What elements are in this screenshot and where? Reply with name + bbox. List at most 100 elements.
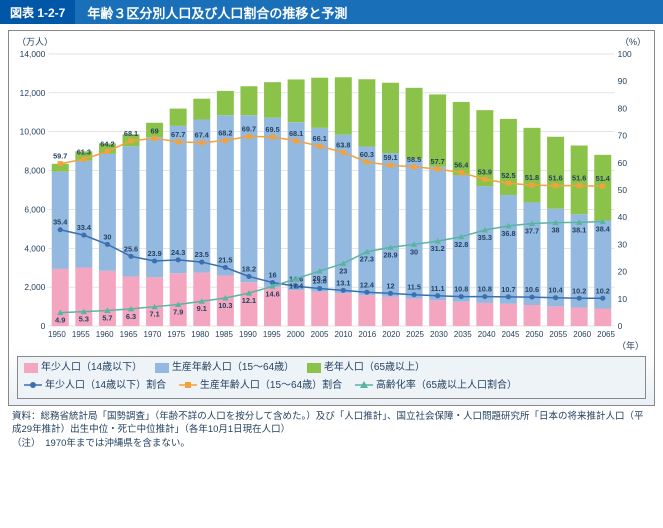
svg-text:4.9: 4.9: [55, 317, 65, 325]
figure-header: 図表 1-2-7 年齢３区分別人口及び人口割合の推移と予測: [0, 0, 663, 24]
svg-text:23.5: 23.5: [195, 251, 209, 259]
svg-text:68.1: 68.1: [124, 130, 138, 138]
svg-text:70: 70: [618, 132, 628, 141]
svg-text:23: 23: [339, 268, 347, 276]
svg-text:23.9: 23.9: [147, 250, 161, 258]
svg-text:63.8: 63.8: [336, 142, 350, 150]
svg-text:10.8: 10.8: [454, 286, 468, 294]
svg-text:37.7: 37.7: [525, 228, 539, 236]
svg-text:4,000: 4,000: [24, 244, 45, 253]
svg-text:30: 30: [618, 241, 628, 250]
svg-text:31.2: 31.2: [431, 245, 445, 253]
svg-text:30: 30: [410, 249, 418, 257]
svg-text:57.7: 57.7: [431, 158, 445, 166]
svg-text:12.1: 12.1: [242, 297, 256, 305]
svg-text:14,000: 14,000: [20, 50, 46, 59]
svg-text:10.2: 10.2: [572, 287, 586, 295]
svg-text:21.5: 21.5: [218, 257, 232, 265]
legend-old-bar: 老年人口（65歳以上）: [307, 360, 425, 375]
left-axis-unit: （万人）: [17, 35, 53, 48]
svg-text:40: 40: [618, 213, 628, 222]
svg-text:58.5: 58.5: [407, 156, 421, 164]
svg-text:38: 38: [552, 227, 560, 235]
svg-text:69.5: 69.5: [265, 126, 279, 134]
legend-young-line: 年少人口（14歳以下）割合: [24, 378, 166, 393]
x-axis-unit: （年）: [17, 339, 644, 352]
svg-text:7.1: 7.1: [150, 311, 160, 319]
svg-text:9.1: 9.1: [197, 305, 207, 313]
svg-text:80: 80: [618, 105, 628, 114]
figure-number: 図表 1-2-7: [0, 0, 75, 24]
svg-text:0: 0: [41, 322, 46, 330]
svg-text:20: 20: [618, 268, 628, 277]
svg-text:6.3: 6.3: [126, 313, 136, 321]
svg-text:60: 60: [618, 159, 628, 168]
svg-text:28.9: 28.9: [383, 252, 397, 260]
svg-text:10.8: 10.8: [478, 286, 492, 294]
svg-text:64.2: 64.2: [100, 141, 114, 149]
svg-text:10.3: 10.3: [218, 302, 232, 310]
svg-text:51.6: 51.6: [548, 175, 562, 183]
svg-text:38.1: 38.1: [572, 227, 586, 235]
svg-text:36.8: 36.8: [501, 230, 515, 238]
svg-text:69.7: 69.7: [242, 126, 256, 134]
svg-text:51.4: 51.4: [596, 175, 610, 183]
plot-area: 02,0004,0006,0008,00010,00012,00014,0000…: [17, 50, 646, 330]
svg-text:35.3: 35.3: [478, 234, 492, 242]
svg-text:67.7: 67.7: [171, 131, 185, 139]
svg-text:59.7: 59.7: [53, 153, 67, 161]
svg-text:51.6: 51.6: [572, 175, 586, 183]
svg-text:35.4: 35.4: [53, 219, 67, 227]
svg-text:27.3: 27.3: [360, 256, 374, 264]
svg-text:50: 50: [618, 186, 628, 195]
svg-text:51.8: 51.8: [525, 174, 539, 182]
legend-aging-line: 高齢化率（65歳以上人口割合）: [355, 378, 517, 393]
svg-text:10,000: 10,000: [20, 128, 46, 137]
svg-text:5.3: 5.3: [79, 316, 89, 324]
caveat-note: （注） 1970年までは沖縄県を含まない。: [12, 437, 651, 450]
svg-text:11.5: 11.5: [407, 284, 421, 292]
svg-text:56.4: 56.4: [454, 162, 468, 170]
svg-text:24.3: 24.3: [171, 249, 185, 257]
svg-text:60.3: 60.3: [360, 151, 374, 159]
svg-text:10: 10: [618, 295, 628, 304]
svg-text:12: 12: [386, 283, 394, 291]
svg-text:69: 69: [151, 127, 159, 135]
svg-text:52.5: 52.5: [501, 172, 515, 180]
svg-text:17.4: 17.4: [289, 283, 303, 291]
legend-young-bar: 年少人口（14歳以下）: [24, 360, 142, 375]
svg-text:68.2: 68.2: [218, 130, 232, 138]
svg-text:12.4: 12.4: [360, 281, 374, 289]
svg-text:14.6: 14.6: [265, 290, 279, 298]
svg-text:66.1: 66.1: [313, 135, 327, 143]
legend-working-line: 生産年齢人口（15～64歳）割合: [179, 378, 342, 393]
svg-text:20.2: 20.2: [313, 275, 327, 283]
legend-working-bar: 生産年齢人口（15～64歳）: [155, 360, 294, 375]
svg-text:53.9: 53.9: [478, 169, 492, 177]
svg-text:25.6: 25.6: [124, 246, 138, 254]
svg-text:0: 0: [618, 322, 623, 330]
svg-text:11.1: 11.1: [431, 285, 445, 293]
source-note: 資料：総務省統計局「国勢調査」（年齢不詳の人口を按分して含めた。）及び「人口推計…: [12, 410, 651, 437]
chart-container: （万人） （%） 02,0004,0006,0008,00010,00012,0…: [8, 30, 655, 406]
svg-text:2,000: 2,000: [24, 283, 45, 292]
footer-notes: 資料：総務省統計局「国勢調査」（年齢不詳の人口を按分して含めた。）及び「人口推計…: [12, 410, 651, 450]
svg-text:38.4: 38.4: [596, 226, 610, 234]
svg-text:59.1: 59.1: [383, 154, 397, 162]
svg-text:10.4: 10.4: [548, 287, 562, 295]
svg-text:10.7: 10.7: [501, 286, 515, 294]
svg-text:32.8: 32.8: [454, 241, 468, 249]
svg-text:68.1: 68.1: [289, 130, 303, 138]
x-axis-labels: 1950195519601965197019751980198519901995…: [45, 330, 618, 339]
svg-text:33.4: 33.4: [77, 224, 91, 232]
svg-text:30: 30: [103, 234, 111, 242]
svg-text:100: 100: [618, 50, 632, 59]
svg-text:90: 90: [618, 77, 628, 86]
svg-text:61.3: 61.3: [77, 148, 91, 156]
svg-text:67.4: 67.4: [195, 132, 209, 140]
svg-text:12,000: 12,000: [20, 89, 46, 98]
svg-text:8,000: 8,000: [24, 167, 45, 176]
svg-text:7.9: 7.9: [173, 309, 183, 317]
legend: 年少人口（14歳以下） 生産年齢人口（15～64歳） 老年人口（65歳以上） 年…: [17, 356, 646, 399]
svg-text:10.2: 10.2: [596, 287, 610, 295]
